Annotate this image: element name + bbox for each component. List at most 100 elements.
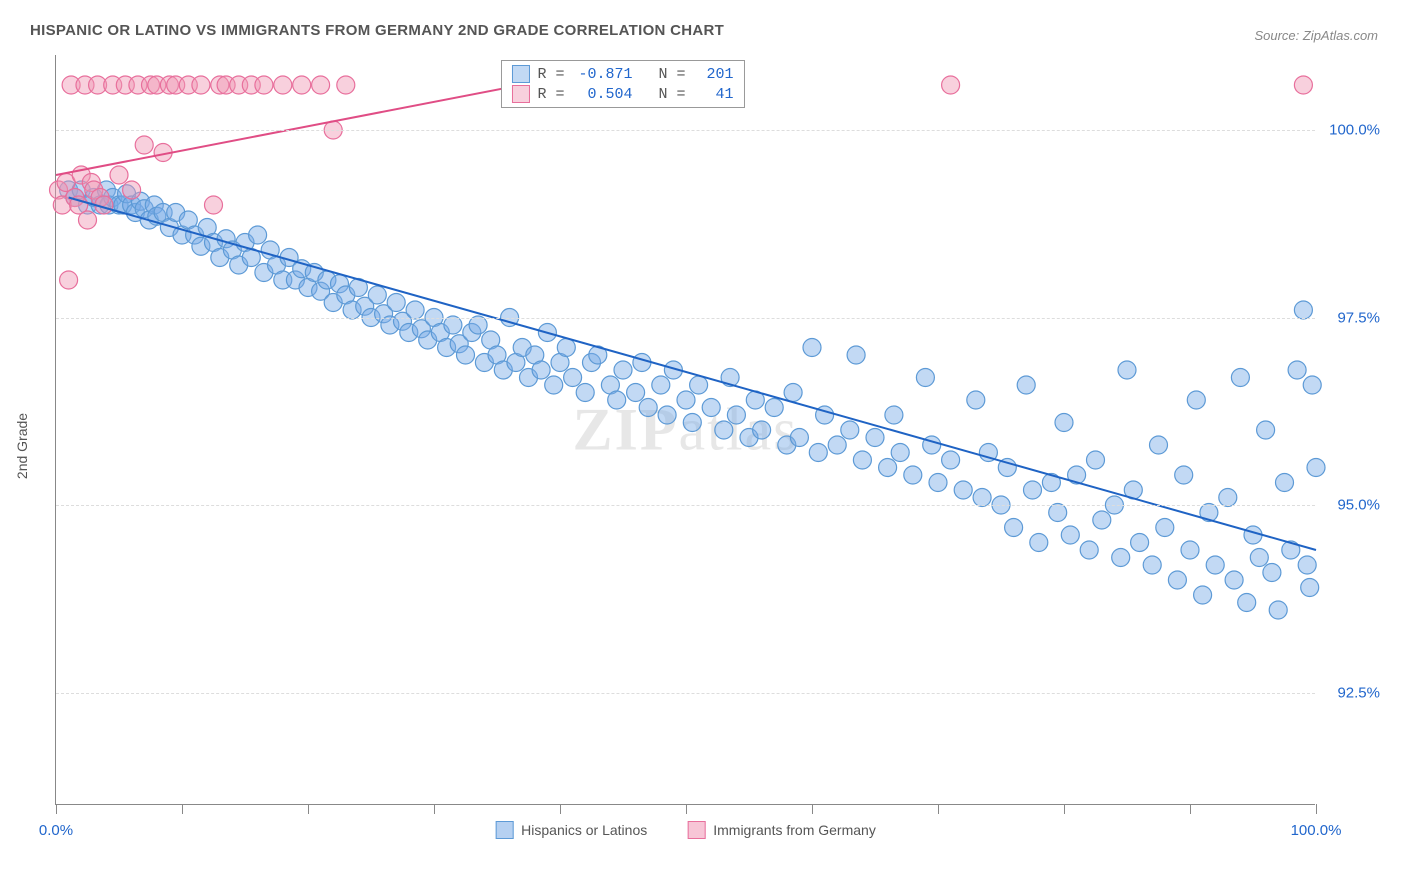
data-point — [110, 166, 128, 184]
data-point — [614, 361, 632, 379]
data-point — [1301, 579, 1319, 597]
data-point — [715, 421, 733, 439]
data-point — [866, 429, 884, 447]
x-tick — [812, 804, 813, 814]
data-point — [60, 271, 78, 289]
data-point — [809, 444, 827, 462]
data-point — [1017, 376, 1035, 394]
legend-swatch-icon — [687, 821, 705, 839]
data-point — [1269, 601, 1287, 619]
y-tick-label: 92.5% — [1337, 684, 1380, 701]
chart-title: HISPANIC OR LATINO VS IMMIGRANTS FROM GE… — [30, 22, 724, 39]
data-point — [891, 444, 909, 462]
data-point — [1303, 376, 1321, 394]
data-point — [639, 399, 657, 417]
data-point — [1080, 541, 1098, 559]
data-point — [1093, 511, 1111, 529]
data-point — [942, 451, 960, 469]
data-point — [1131, 534, 1149, 552]
data-point — [1219, 489, 1237, 507]
data-point — [1024, 481, 1042, 499]
data-point — [406, 301, 424, 319]
data-point — [608, 391, 626, 409]
data-point — [1294, 76, 1312, 94]
legend-item: Hispanics or Latinos — [495, 821, 647, 839]
x-tick — [1190, 804, 1191, 814]
data-point — [1294, 301, 1312, 319]
data-point — [790, 429, 808, 447]
data-point — [904, 466, 922, 484]
data-point — [879, 459, 897, 477]
data-point — [1156, 519, 1174, 537]
legend-label: Hispanics or Latinos — [521, 822, 647, 838]
data-point — [973, 489, 991, 507]
data-point — [942, 76, 960, 94]
x-tick — [1064, 804, 1065, 814]
data-point — [1030, 534, 1048, 552]
data-point — [683, 414, 701, 432]
stat-r-label: R = — [538, 66, 565, 83]
y-tick-label: 95.0% — [1337, 497, 1380, 514]
data-point — [1061, 526, 1079, 544]
data-point — [457, 346, 475, 364]
gridline — [56, 693, 1315, 694]
data-point — [1187, 391, 1205, 409]
data-point — [853, 451, 871, 469]
gridline — [56, 130, 1315, 131]
data-point — [885, 406, 903, 424]
data-point — [1168, 571, 1186, 589]
data-point — [954, 481, 972, 499]
x-tick — [56, 804, 57, 814]
stat-n-value: 41 — [694, 86, 734, 103]
data-point — [765, 399, 783, 417]
stat-r-value: -0.871 — [573, 66, 633, 83]
data-point — [1087, 451, 1105, 469]
x-tick — [938, 804, 939, 814]
y-tick-label: 100.0% — [1329, 122, 1380, 139]
data-point — [564, 369, 582, 387]
data-point — [469, 316, 487, 334]
data-point — [1181, 541, 1199, 559]
gridline — [56, 505, 1315, 506]
data-point — [1150, 436, 1168, 454]
data-point — [1238, 594, 1256, 612]
legend-label: Immigrants from Germany — [713, 822, 876, 838]
data-point — [727, 406, 745, 424]
data-point — [1112, 549, 1130, 567]
data-point — [1231, 369, 1249, 387]
x-tick — [560, 804, 561, 814]
data-point — [702, 399, 720, 417]
stat-n-label: N = — [641, 86, 686, 103]
data-point — [1175, 466, 1193, 484]
data-point — [293, 76, 311, 94]
data-point — [1206, 556, 1224, 574]
bottom-legend: Hispanics or Latinos Immigrants from Germ… — [495, 821, 876, 839]
data-point — [784, 384, 802, 402]
y-tick-label: 97.5% — [1337, 309, 1380, 326]
data-point — [576, 384, 594, 402]
source-credit: Source: ZipAtlas.com — [1254, 28, 1378, 43]
data-point — [1049, 504, 1067, 522]
data-point — [337, 76, 355, 94]
data-point — [135, 136, 153, 154]
data-point — [1225, 571, 1243, 589]
data-point — [1263, 564, 1281, 582]
plot-area: ZIPatlas R =-0.871 N =201R =0.504 N =41 … — [55, 55, 1315, 805]
data-point — [387, 294, 405, 312]
data-point — [205, 196, 223, 214]
data-point — [828, 436, 846, 454]
stats-row: R =-0.871 N =201 — [512, 65, 734, 83]
data-point — [368, 286, 386, 304]
data-point — [274, 76, 292, 94]
data-point — [192, 76, 210, 94]
data-point — [633, 354, 651, 372]
gridline — [56, 318, 1315, 319]
data-point — [652, 376, 670, 394]
x-tick — [182, 804, 183, 814]
data-point — [1143, 556, 1161, 574]
data-point — [847, 346, 865, 364]
x-tick-label: 0.0% — [39, 822, 73, 839]
data-point — [1307, 459, 1325, 477]
x-tick-label: 100.0% — [1291, 822, 1342, 839]
stat-r-value: 0.504 — [573, 86, 633, 103]
